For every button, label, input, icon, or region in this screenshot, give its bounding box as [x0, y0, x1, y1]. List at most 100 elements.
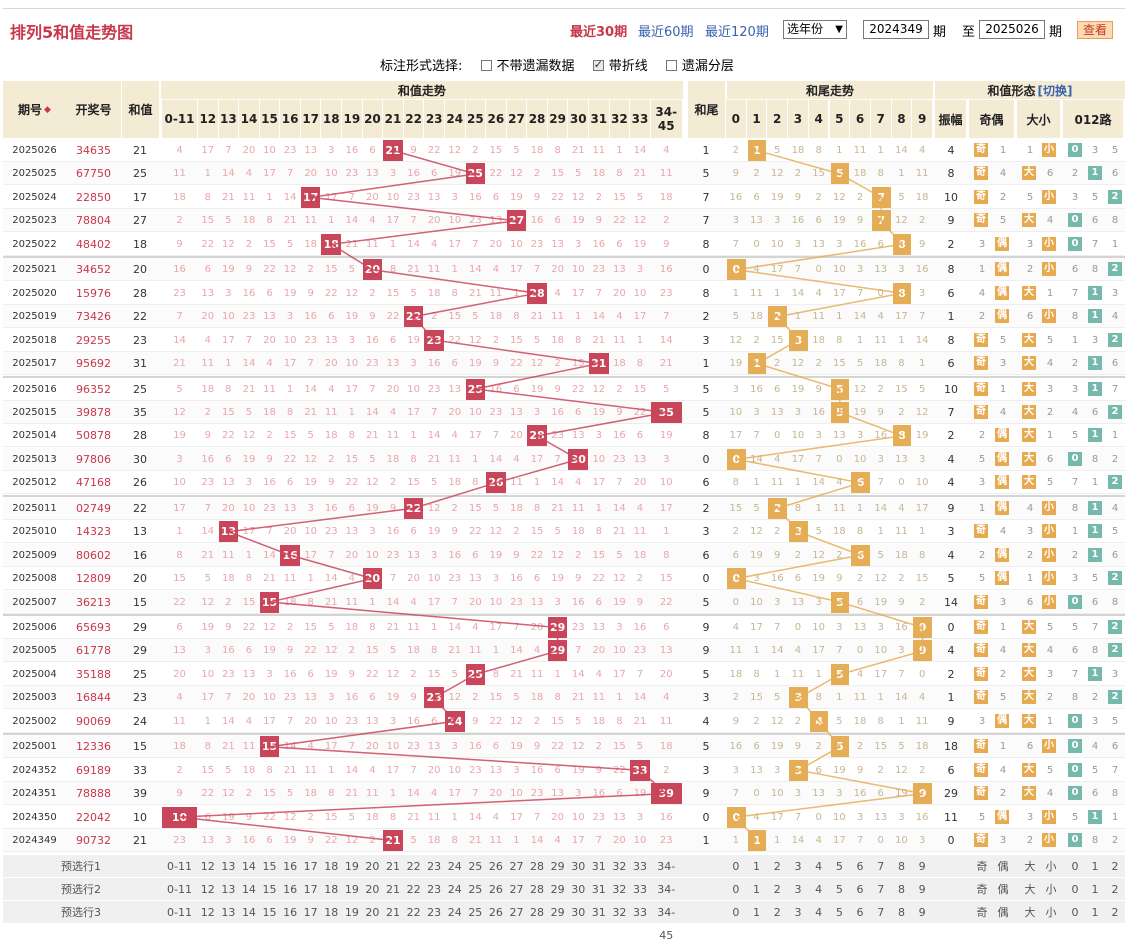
- sort-icon[interactable]: ◆: [44, 104, 51, 115]
- preselect-sum-option[interactable]: 23: [427, 859, 442, 873]
- preselect-tail-option[interactable]: 9: [918, 905, 926, 919]
- preselect-tail-option[interactable]: 2: [773, 905, 781, 919]
- preselect-road-option[interactable]: 2: [1111, 882, 1119, 896]
- preselect-sum-option[interactable]: 0-11: [167, 882, 192, 896]
- preselect-sum-option[interactable]: 14: [241, 882, 256, 896]
- preselect-sum-option[interactable]: 20: [365, 882, 380, 896]
- preselect-sum-option[interactable]: 29: [550, 882, 565, 896]
- preselect-odd-even-option[interactable]: 偶: [997, 905, 1009, 919]
- preselect-sum-option[interactable]: 28: [530, 882, 545, 896]
- preselect-odd-even-option[interactable]: 偶: [997, 882, 1009, 896]
- preselect-tail-option[interactable]: 8: [897, 882, 905, 896]
- preselect-tail-option[interactable]: 5: [835, 905, 843, 919]
- preselect-sum-option[interactable]: 31: [591, 859, 606, 873]
- preselect-tail-option[interactable]: 7: [877, 859, 885, 873]
- preselect-tail-option[interactable]: 6: [856, 882, 864, 896]
- preselect-sum-option[interactable]: 30: [571, 905, 586, 919]
- preselect-sum-option[interactable]: 17: [303, 859, 318, 873]
- preselect-sum-option[interactable]: 27: [509, 905, 524, 919]
- preselect-sum-option[interactable]: 24: [447, 905, 462, 919]
- preselect-tail-option[interactable]: 9: [918, 882, 926, 896]
- preselect-tail-option[interactable]: 8: [897, 859, 905, 873]
- preselect-sum-option[interactable]: 24: [447, 882, 462, 896]
- preselect-sum-option[interactable]: 13: [221, 859, 236, 873]
- preselect-sum-option[interactable]: 19: [344, 859, 359, 873]
- preselect-sum-option[interactable]: 28: [530, 905, 545, 919]
- preselect-sum-option[interactable]: 23: [427, 905, 442, 919]
- preselect-big-small-option[interactable]: 小: [1045, 859, 1057, 873]
- preselect-road-option[interactable]: 2: [1111, 859, 1119, 873]
- preselect-sum-option[interactable]: 31: [591, 882, 606, 896]
- preselect-tail-option[interactable]: 8: [897, 905, 905, 919]
- preselect-sum-option[interactable]: 26: [488, 905, 503, 919]
- preselect-sum-option[interactable]: 16: [283, 859, 298, 873]
- preselect-tail-option[interactable]: 3: [794, 882, 802, 896]
- query-button[interactable]: 查看: [1077, 21, 1113, 39]
- preselect-sum-option[interactable]: 16: [283, 905, 298, 919]
- preselect-tail-option[interactable]: 0: [732, 882, 740, 896]
- preselect-sum-option[interactable]: 18: [324, 859, 339, 873]
- preselect-sum-option[interactable]: 22: [406, 905, 421, 919]
- preselect-tail-option[interactable]: 2: [773, 859, 781, 873]
- preselect-sum-option[interactable]: 34-45: [657, 859, 676, 896]
- preselect-sum-option[interactable]: 33: [632, 882, 647, 896]
- preselect-tail-option[interactable]: 7: [877, 882, 885, 896]
- checkbox-icon[interactable]: [665, 60, 677, 71]
- preselect-sum-option[interactable]: 33: [632, 905, 647, 919]
- preselect-big-small-option[interactable]: 小: [1045, 905, 1057, 919]
- preselect-sum-option[interactable]: 16: [283, 882, 298, 896]
- preselect-road-option[interactable]: 0: [1071, 905, 1079, 919]
- preselect-road-option[interactable]: 0: [1071, 882, 1079, 896]
- preselect-odd-even-option[interactable]: 奇: [976, 882, 988, 896]
- year-select[interactable]: 选年份 ▼: [783, 20, 847, 39]
- preselect-sum-option[interactable]: 13: [221, 882, 236, 896]
- preselect-sum-option[interactable]: 34-45: [657, 882, 676, 919]
- option-with-lines[interactable]: 带折线: [592, 55, 648, 74]
- preselect-sum-option[interactable]: 25: [468, 905, 483, 919]
- preselect-sum-option[interactable]: 17: [303, 882, 318, 896]
- preselect-sum-option[interactable]: 29: [550, 905, 565, 919]
- preselect-sum-option[interactable]: 18: [324, 905, 339, 919]
- preselect-sum-option[interactable]: 19: [344, 905, 359, 919]
- preselect-tail-option[interactable]: 9: [918, 859, 926, 873]
- preselect-sum-option[interactable]: 33: [632, 859, 647, 873]
- preselect-sum-option[interactable]: 29: [550, 859, 565, 873]
- preselect-sum-option[interactable]: 30: [571, 859, 586, 873]
- preselect-tail-option[interactable]: 7: [877, 905, 885, 919]
- preselect-tail-option[interactable]: 1: [753, 905, 761, 919]
- preselect-sum-option[interactable]: 15: [262, 905, 277, 919]
- preselect-sum-option[interactable]: 30: [571, 882, 586, 896]
- preselect-big-small-option[interactable]: 大: [1024, 905, 1036, 919]
- preselect-sum-option[interactable]: 0-11: [167, 859, 192, 873]
- preselect-sum-option[interactable]: 12: [200, 882, 215, 896]
- preselect-sum-option[interactable]: 20: [365, 905, 380, 919]
- preselect-sum-option[interactable]: 26: [488, 859, 503, 873]
- preselect-sum-option[interactable]: 21: [386, 882, 400, 896]
- preselect-odd-even-option[interactable]: 奇: [976, 905, 988, 919]
- preselect-sum-option[interactable]: 27: [509, 882, 524, 896]
- preselect-tail-option[interactable]: 2: [773, 882, 781, 896]
- preselect-sum-option[interactable]: 21: [386, 905, 400, 919]
- preselect-tail-option[interactable]: 1: [753, 859, 761, 873]
- preselect-odd-even-option[interactable]: 偶: [997, 859, 1009, 873]
- preselect-tail-option[interactable]: 6: [856, 859, 864, 873]
- preselect-sum-option[interactable]: 0-11: [167, 905, 192, 919]
- preselect-big-small-option[interactable]: 小: [1045, 882, 1057, 896]
- period-link-30[interactable]: 最近30期: [570, 25, 628, 40]
- period-link-120[interactable]: 最近120期: [705, 25, 769, 40]
- preselect-sum-option[interactable]: 26: [488, 882, 503, 896]
- preselect-sum-option[interactable]: 27: [509, 859, 524, 873]
- preselect-tail-option[interactable]: 0: [732, 905, 740, 919]
- preselect-sum-option[interactable]: 15: [262, 859, 277, 873]
- preselect-sum-option[interactable]: 19: [344, 882, 359, 896]
- from-issue-input[interactable]: 2024349: [863, 20, 929, 39]
- option-no-omission[interactable]: 不带遗漏数据: [480, 55, 575, 74]
- preselect-tail-option[interactable]: 6: [856, 905, 864, 919]
- preselect-sum-option[interactable]: 23: [427, 882, 442, 896]
- preselect-sum-option[interactable]: 32: [612, 905, 627, 919]
- preselect-sum-option[interactable]: 14: [241, 905, 256, 919]
- preselect-sum-option[interactable]: 25: [468, 882, 483, 896]
- preselect-tail-option[interactable]: 3: [794, 905, 802, 919]
- preselect-tail-option[interactable]: 1: [753, 882, 761, 896]
- to-issue-input[interactable]: 2025026: [979, 20, 1045, 39]
